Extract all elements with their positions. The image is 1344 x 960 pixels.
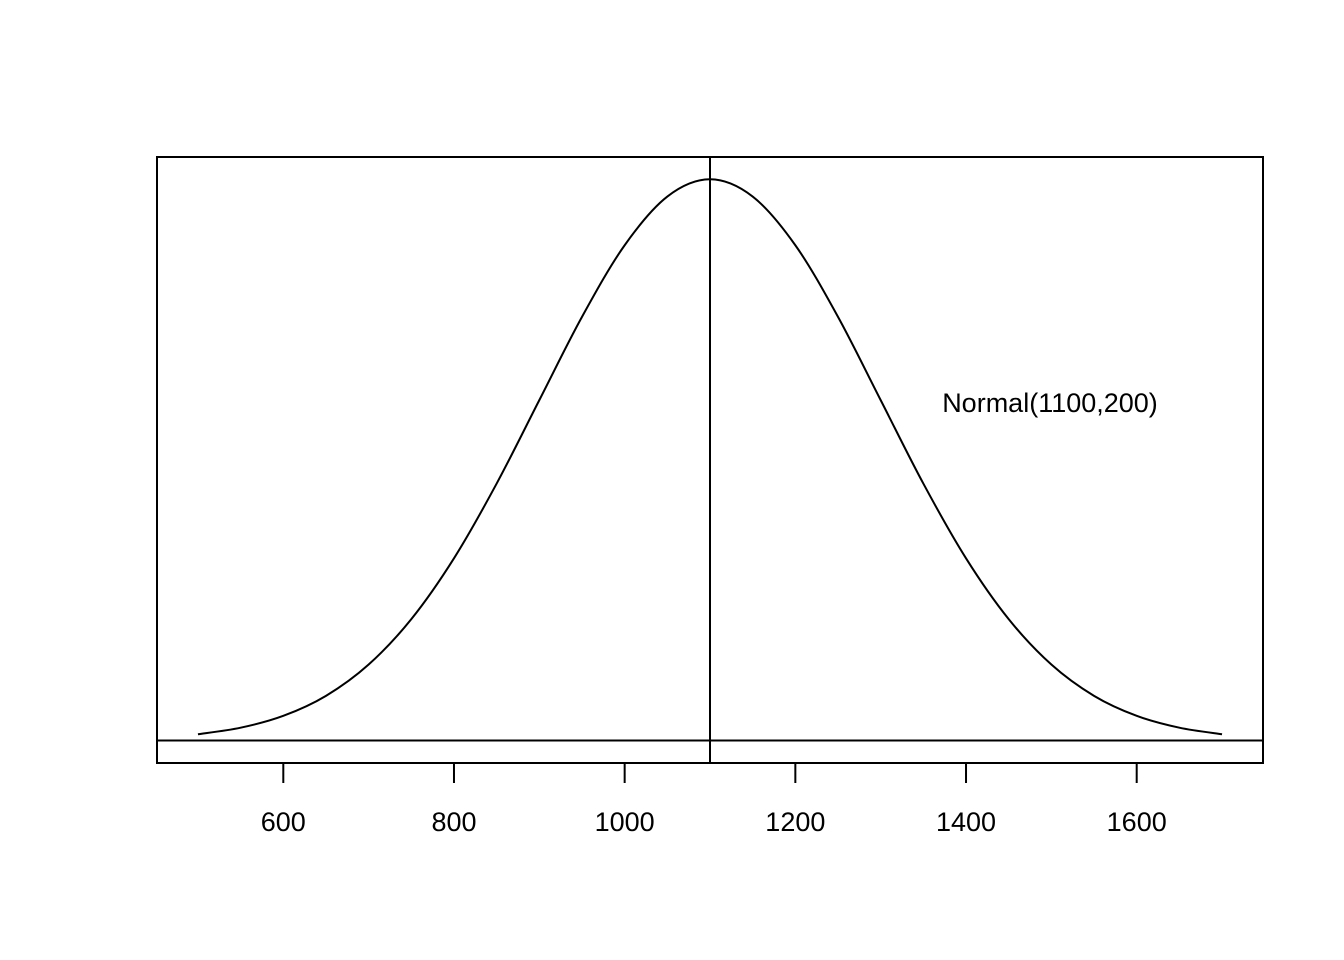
x-tick-label: 600 (261, 807, 306, 837)
x-tick-label: 1000 (595, 807, 655, 837)
density-curve (197, 178, 1223, 736)
x-tick-label: 1600 (1107, 807, 1167, 837)
x-tick-label: 1400 (936, 807, 996, 837)
annotation: Normal(1100,200) (942, 388, 1158, 418)
x-tick-label: 1200 (765, 807, 825, 837)
x-tick-label: 800 (431, 807, 476, 837)
